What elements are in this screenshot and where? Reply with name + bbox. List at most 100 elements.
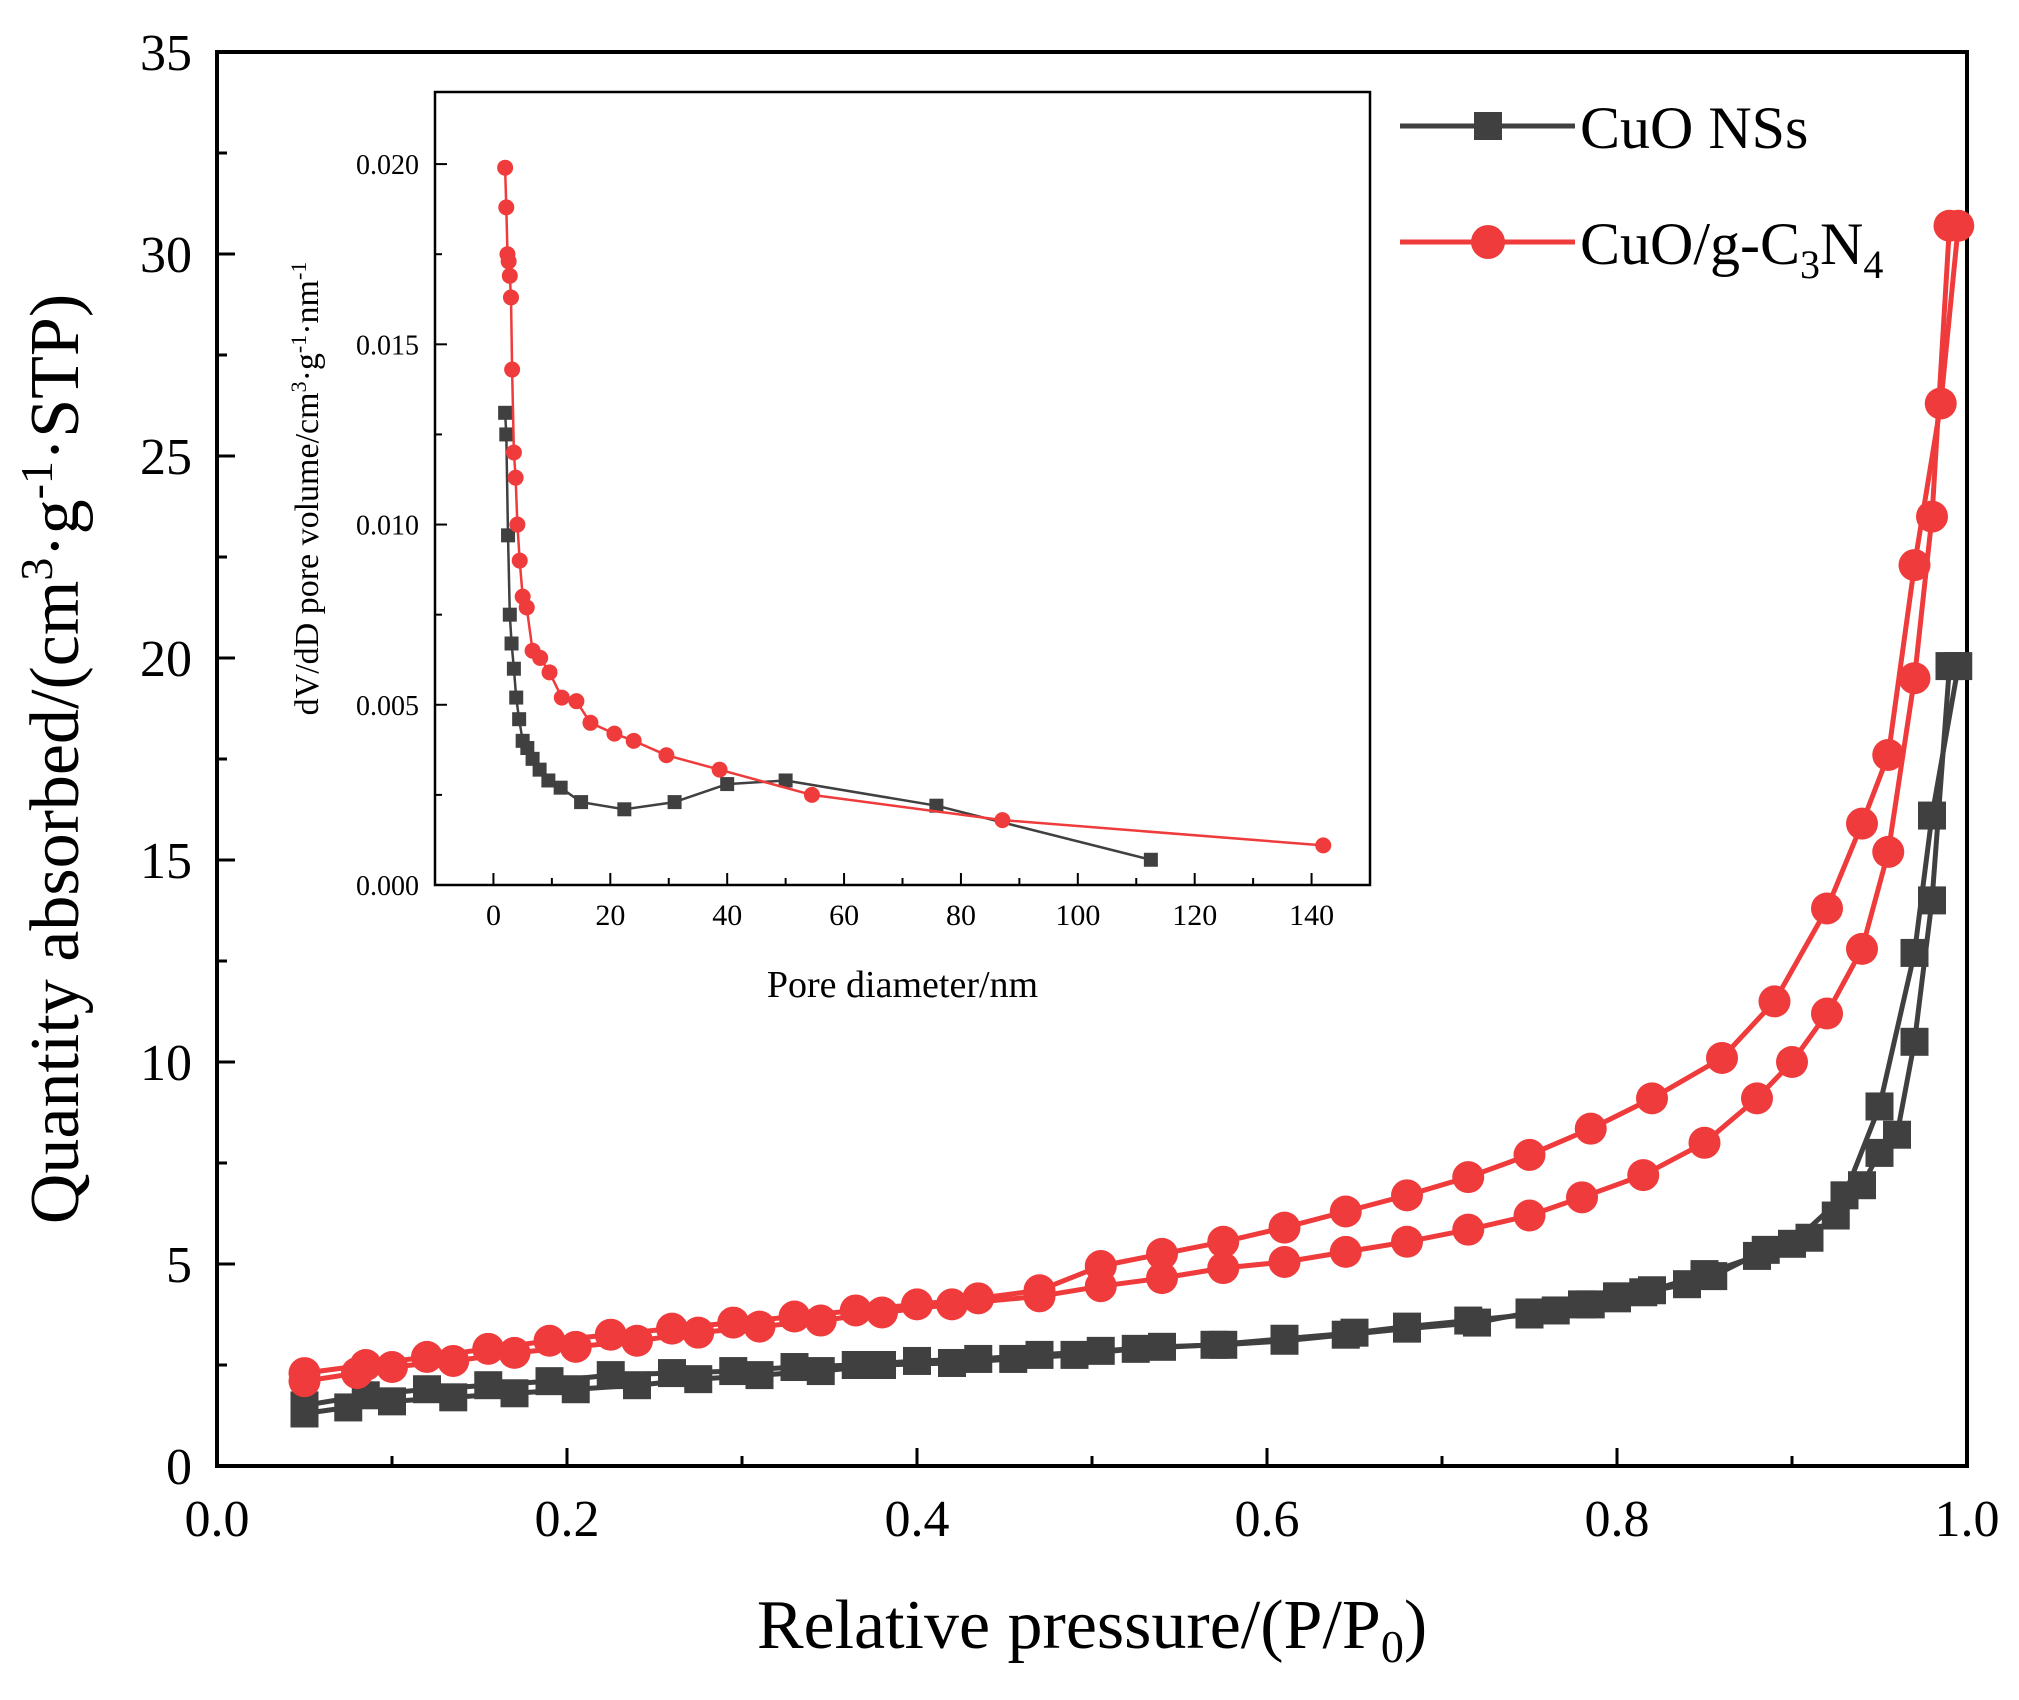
data-point [1025, 1340, 1054, 1369]
data-point [745, 1361, 774, 1390]
inset-x-tick-label: 0 [486, 899, 501, 932]
data-point [1883, 1120, 1911, 1149]
data-point [1944, 652, 1973, 681]
data-point [1393, 1314, 1421, 1343]
data-point [1636, 1082, 1668, 1115]
data-point [1743, 1241, 1771, 1270]
inset-plot: 0 20 40 60 80 100 120 140 0.000 0.005 0.010 0.015 0.… [286, 90, 1372, 1006]
data-point [474, 1371, 503, 1400]
inset-data-point [541, 773, 556, 788]
data-point [780, 1353, 809, 1382]
data-point [743, 1310, 776, 1343]
data-point [378, 1387, 406, 1416]
inset-data-point [711, 761, 728, 778]
data-point [561, 1375, 590, 1404]
inset-x-tick-label: 20 [595, 899, 625, 932]
data-point [500, 1379, 529, 1408]
inset-x-tick-label: 40 [712, 899, 742, 932]
data-point [1463, 1308, 1491, 1337]
inset-data-point [582, 714, 599, 731]
inset-data-point [498, 405, 513, 420]
data-point [806, 1357, 835, 1386]
data-point [349, 1349, 382, 1381]
data-point [1146, 1237, 1178, 1270]
inset-x-tick-label: 80 [946, 899, 976, 932]
main-y-tick-label: 25 [140, 429, 192, 486]
data-point [1942, 209, 1975, 242]
inset-y-axis-label: dV/dD pore volume/cm3·g-1·nm-1 [286, 262, 326, 716]
data-point [903, 1346, 931, 1375]
data-point [439, 1383, 468, 1412]
main-series-cuo-nss [290, 652, 1973, 1428]
data-point [1872, 835, 1905, 868]
inset-x-tick-label: 120 [1172, 899, 1217, 932]
data-point [1900, 1027, 1929, 1056]
data-point [1811, 997, 1843, 1030]
data-point [1690, 1260, 1719, 1289]
data-point [868, 1351, 896, 1379]
inset-data-point [553, 780, 568, 795]
data-point [658, 1359, 686, 1388]
inset-data-point [497, 159, 514, 176]
data-point [1207, 1252, 1240, 1285]
legend: CuO NSs CuO/g-C3N4 [1400, 95, 1883, 287]
legend-label: CuO/g-C3N4 [1580, 211, 1883, 287]
data-point [623, 1371, 651, 1400]
legend-marker [1474, 112, 1502, 140]
data-point [1627, 1159, 1660, 1192]
data-point [1830, 1181, 1859, 1210]
inset-data-point [498, 199, 515, 216]
main-y-axis-label: Quantity absorbed/(cm3·g-1·STP) [11, 294, 94, 1224]
data-point [1060, 1340, 1089, 1369]
main-x-tick-label: 0.4 [885, 1491, 950, 1548]
data-point [1391, 1179, 1423, 1212]
data-point [1758, 985, 1791, 1018]
data-point [1513, 1199, 1546, 1232]
inset-data-point [505, 444, 522, 461]
data-point [1811, 892, 1843, 925]
inset-data-point [509, 516, 526, 533]
data-point [962, 1282, 995, 1315]
inset-data-point [720, 777, 735, 792]
data-point [839, 1294, 872, 1327]
inset-data-point [509, 690, 524, 705]
inset-data-point [506, 661, 521, 676]
inset-data-point [574, 795, 589, 810]
data-point [472, 1332, 505, 1365]
data-point [1898, 549, 1931, 582]
inset-data-point [502, 607, 517, 622]
inset-data-point [504, 636, 519, 651]
data-point [376, 1351, 408, 1384]
main-x-tick-label: 0.2 [535, 1491, 600, 1548]
inset-plot-frame [433, 90, 1372, 887]
inset-data-point [541, 664, 558, 681]
data-point [1872, 738, 1905, 771]
desorption-line [304, 225, 1961, 1376]
inset-data-point [667, 795, 682, 810]
inset-y-tick-label: 0.000 [356, 871, 419, 902]
data-point [1207, 1225, 1240, 1258]
data-point [1452, 1213, 1485, 1246]
data-point [1924, 387, 1957, 420]
inset-data-point [502, 289, 519, 306]
data-point [535, 1367, 564, 1396]
data-point [1541, 1296, 1570, 1325]
data-point [1270, 1326, 1299, 1355]
inset-data-point [606, 725, 623, 742]
main-y-tick-label: 20 [140, 631, 192, 688]
data-point [1452, 1161, 1485, 1194]
main-x-tick-label: 0.8 [1585, 1491, 1650, 1548]
inset-x-tick-label: 140 [1289, 899, 1334, 932]
data-point [437, 1344, 470, 1377]
data-point [559, 1330, 592, 1363]
inset-data-point [520, 741, 535, 756]
data-point [1148, 1332, 1176, 1361]
data-point [1603, 1282, 1631, 1311]
adsorption-line [304, 225, 1952, 1384]
data-point [1898, 662, 1931, 695]
data-point [936, 1288, 968, 1321]
data-point [1023, 1274, 1056, 1307]
main-y-tick-label: 10 [140, 1035, 192, 1092]
inset-data-point [778, 773, 793, 788]
inset-x-axis-label: Pore diameter/nm [767, 964, 1038, 1006]
